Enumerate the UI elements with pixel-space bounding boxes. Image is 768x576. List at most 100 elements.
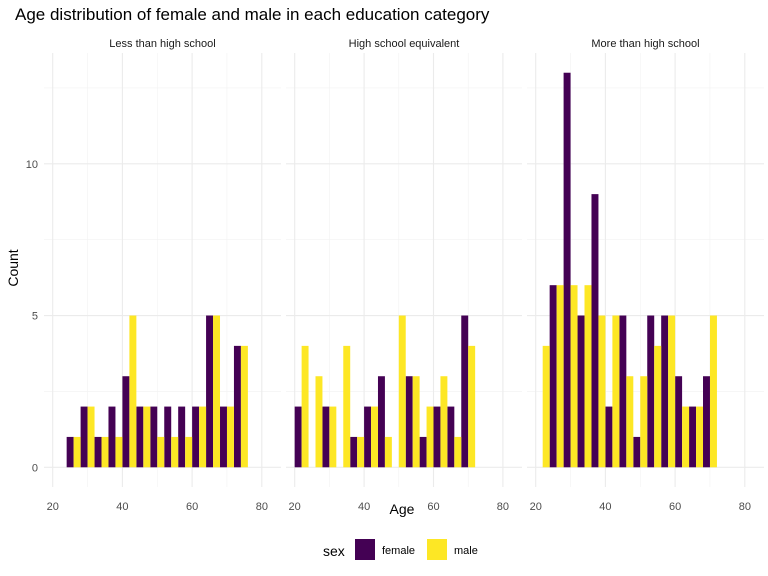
x-tick-label: 60: [427, 501, 439, 513]
bar-female: [549, 285, 557, 468]
facet-title: High school equivalent: [349, 38, 460, 50]
bar-female: [377, 376, 385, 468]
bar-female: [220, 406, 227, 468]
legend-label-male: male: [454, 545, 478, 557]
bar-female: [661, 315, 669, 468]
bar-female: [433, 406, 441, 468]
y-axis-ticks: 0 5 10: [26, 159, 38, 474]
bar-male: [357, 436, 365, 468]
bar-female: [577, 315, 585, 468]
bar-male: [556, 285, 564, 468]
facet-panel: High school equivalent 20 40 60 80: [286, 38, 522, 513]
bar-female: [322, 406, 330, 468]
x-tick-label: 80: [497, 501, 509, 513]
bar-male: [87, 406, 95, 468]
bar-female: [136, 406, 144, 468]
x-tick-label: 60: [186, 501, 198, 513]
x-tick-label: 20: [289, 501, 301, 513]
chart-title: Age distribution of female and male in e…: [15, 5, 490, 24]
legend-title: sex: [323, 543, 345, 559]
bar-female: [192, 406, 200, 468]
bar-female: [164, 406, 172, 468]
bar-male: [468, 345, 476, 468]
legend-label-female: female: [382, 545, 415, 557]
bar-male: [384, 436, 392, 468]
x-tick-label: 40: [358, 501, 370, 513]
bar-male: [73, 436, 81, 468]
facet-title: Less than high school: [109, 38, 215, 50]
bar-female: [703, 376, 710, 468]
bar-female: [206, 315, 214, 468]
bar-male: [157, 436, 165, 468]
bar-male: [584, 285, 592, 468]
bar-female: [461, 315, 469, 468]
bar-male: [412, 376, 420, 468]
facet-title: More than high school: [591, 38, 699, 50]
bar-female: [405, 376, 413, 468]
bar-female: [591, 194, 599, 468]
x-tick-label: 60: [669, 501, 681, 513]
bar-male: [371, 406, 378, 468]
x-tick-label: 80: [256, 501, 268, 513]
bar-female: [647, 315, 655, 468]
bar-male: [185, 436, 193, 468]
legend: sex female male: [323, 539, 478, 560]
facet-panel: Less than high school 20 40 60 80: [44, 38, 281, 513]
bar-male: [682, 406, 690, 468]
bar-male: [343, 345, 351, 468]
x-tick-label: 20: [47, 501, 59, 513]
bar-female: [447, 406, 455, 468]
bar-female: [689, 406, 697, 468]
bar-female: [233, 345, 241, 468]
bar-female: [122, 376, 130, 468]
bar-male: [115, 436, 123, 468]
bar-male: [640, 376, 648, 468]
bar-male: [398, 315, 406, 468]
bar-male: [626, 376, 634, 468]
x-tick-label: 40: [599, 501, 611, 513]
bar-male: [709, 315, 717, 468]
legend-key-female: [355, 539, 375, 560]
bar-female: [633, 436, 641, 468]
x-tick-label: 40: [116, 501, 128, 513]
bar-male: [440, 376, 448, 468]
bar-female: [66, 436, 74, 468]
bar-male: [542, 345, 550, 468]
bar-female: [150, 406, 158, 468]
bar-male: [654, 345, 662, 468]
x-axis-title: Age: [390, 501, 415, 517]
bar-male: [129, 315, 137, 468]
bar-male: [199, 406, 207, 468]
x-tick-label: 80: [739, 501, 751, 513]
bar-female: [364, 406, 372, 468]
y-tick-label: 5: [32, 311, 38, 323]
bar-female: [675, 376, 683, 468]
bar-female: [178, 406, 186, 468]
bar-male: [612, 315, 620, 468]
bar-female: [605, 406, 613, 468]
bar-male: [696, 406, 704, 468]
bar-male: [570, 285, 578, 468]
facet-panel: More than high school 20 40 60 80: [527, 38, 764, 513]
bar-female: [94, 436, 102, 468]
bar-male: [101, 436, 109, 468]
bar-male: [213, 315, 221, 468]
bar-female: [108, 406, 116, 468]
bar-male: [143, 406, 151, 468]
bar-male: [426, 406, 434, 468]
bar-male: [226, 406, 234, 468]
bar-male: [668, 315, 676, 468]
legend-key-male: [427, 539, 447, 560]
bar-female: [294, 406, 302, 468]
bar-female: [350, 436, 358, 468]
bar-male: [301, 345, 309, 468]
bar-male: [329, 406, 337, 468]
y-tick-label: 10: [26, 159, 38, 171]
bar-female: [619, 315, 627, 468]
bar-male: [454, 436, 462, 468]
bar-female: [563, 72, 571, 468]
y-tick-label: 0: [32, 462, 38, 474]
bar-male: [171, 436, 179, 468]
